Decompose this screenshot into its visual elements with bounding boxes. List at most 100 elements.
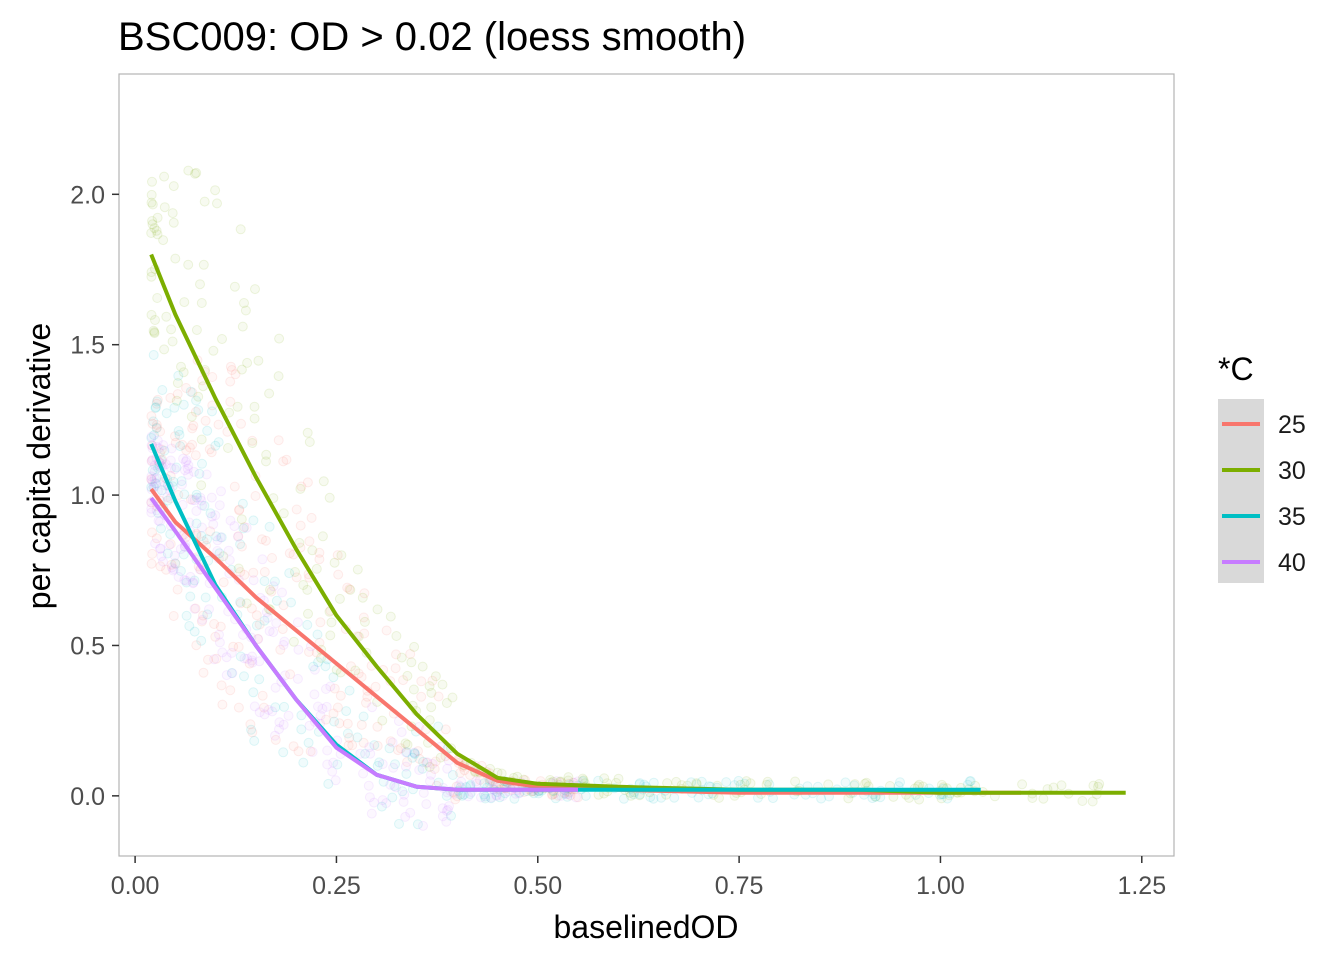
data-point-40 [391,782,401,793]
data-point-30 [336,550,347,561]
data-point-25 [314,547,325,558]
data-point-25 [257,690,268,701]
y-axis: 0.0 0.5 1.0 1.5 2.0 [70,181,119,811]
data-point-30 [426,687,437,698]
data-point-35 [159,445,170,456]
data-point-25 [334,718,345,729]
data-point-25 [187,439,198,450]
data-point-30 [447,692,458,703]
data-point-25 [166,559,177,570]
data-point-35 [418,756,429,767]
data-point-35 [739,778,750,789]
data-point-35 [733,775,744,786]
data-point-35 [302,619,313,630]
data-point-25 [332,550,343,561]
data-point-30 [317,531,328,542]
data-point-30 [178,367,189,378]
data-point-30 [409,641,420,652]
data-point-40 [146,474,157,485]
data-point-25 [234,505,245,516]
data-point-30 [861,777,872,788]
data-point-40 [182,463,193,474]
data-point-25 [343,740,354,751]
data-point-25 [573,792,583,803]
data-point-35 [248,687,259,698]
data-point-25 [356,672,367,682]
data-point-40 [313,701,323,712]
data-point-30 [198,259,209,270]
data-point-25 [246,603,257,614]
data-point-30 [350,665,361,676]
data-point-30 [212,198,222,209]
data-point-25 [259,567,270,577]
data-point-30 [166,324,177,335]
data-point-40 [422,757,433,768]
data-point-35 [156,523,166,534]
data-point-40 [309,664,320,675]
data-point-35 [185,386,196,397]
data-point-25 [288,741,299,752]
data-point-25 [168,611,179,621]
data-point-40 [437,803,448,814]
data-point-30 [196,434,207,445]
data-point-30 [302,427,313,438]
y-tick-label: 2.0 [70,181,105,209]
data-point-25 [304,536,315,547]
data-point-30 [577,773,588,784]
data-point-35 [312,629,323,640]
data-point-25 [236,541,247,552]
data-point-40 [257,554,268,565]
data-point-40 [204,604,214,615]
data-point-40 [179,575,190,585]
data-point-40 [216,486,226,497]
data-point-25 [200,415,211,426]
data-point-25 [147,527,157,538]
data-point-25 [329,683,340,694]
data-point-25 [147,418,158,429]
data-point-30 [241,598,252,609]
data-point-30 [146,267,157,278]
data-point-25 [146,558,157,569]
data-point-35 [149,430,159,441]
data-point-30 [148,325,159,336]
y-tick-label: 0.0 [70,783,105,811]
data-point-40 [197,614,208,625]
data-point-40 [364,742,375,753]
data-point-35 [237,498,248,509]
data-point-25 [247,435,258,446]
data-point-25 [304,646,314,657]
data-point-40 [158,556,168,567]
data-point-30 [147,176,157,187]
data-point-40 [363,780,374,791]
data-point-25 [347,740,358,751]
data-point-25 [398,675,409,686]
data-point-35 [184,621,195,631]
data-point-30 [170,253,181,264]
data-point-25 [198,667,209,678]
data-point-35 [494,792,505,803]
data-point-40 [366,808,377,819]
data-point-35 [185,591,196,602]
data-point-35 [409,749,420,759]
data-point-25 [358,612,369,623]
data-point-30 [426,702,437,713]
data-point-35 [171,462,182,473]
data-point-25 [332,702,343,713]
data-point-25 [165,392,176,403]
data-point-40 [229,521,240,532]
data-point-40 [409,747,420,758]
data-point-25 [393,745,403,756]
data-point-30 [298,580,309,590]
data-point-30 [210,185,221,196]
data-point-30 [1048,782,1059,793]
data-point-25 [211,653,222,664]
x-tick-label: 1.25 [1117,872,1166,900]
data-point-30 [304,437,315,447]
data-point-25 [413,746,423,757]
data-point-30 [278,508,289,519]
data-point-30 [151,225,162,236]
data-point-35 [211,531,222,542]
data-point-40 [388,762,399,773]
data-point-40 [233,531,243,542]
data-point-40 [195,492,206,503]
